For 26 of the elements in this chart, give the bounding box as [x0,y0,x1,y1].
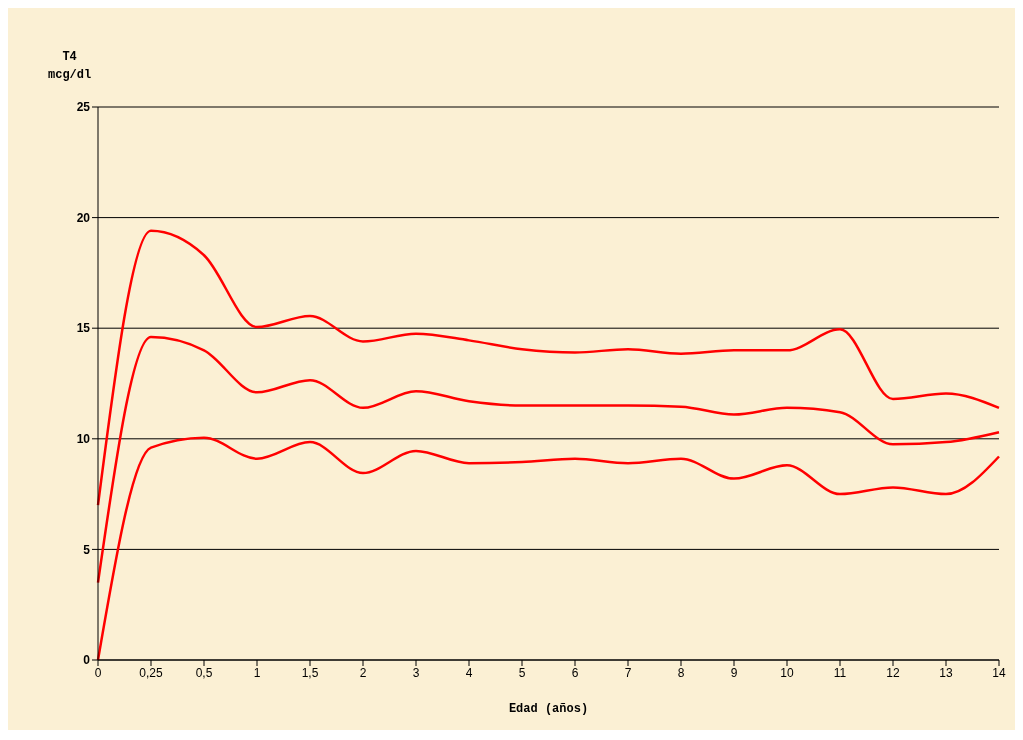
x-tick-label: 13 [939,665,953,680]
x-tick-label: 10 [780,665,794,680]
x-tick-label: 12 [886,665,900,680]
y-axis-title: T4 mcg/dl [48,49,92,84]
y-tick-label: 20 [76,210,91,225]
x-tick-label: 0,25 [139,665,163,680]
x-tick-label: 0 [94,665,102,680]
x-tick-label: 7 [624,665,632,680]
x-tick-label: 1 [253,665,261,680]
x-tick-label: 14 [992,665,1006,680]
x-tick-label: 6 [571,665,579,680]
y-tick-label: 10 [76,432,91,447]
x-tick-label: 9 [730,665,738,680]
x-tick-label: 3 [412,665,420,680]
y-tick-label: 5 [83,542,91,557]
x-tick-label: 4 [465,665,473,680]
y-tick-label: 0 [83,653,91,668]
x-tick-label: 0,5 [195,665,213,680]
y-tick-label: 15 [76,321,91,336]
x-tick-label: 11 [833,665,847,680]
x-tick-label: 5 [518,665,526,680]
x-axis-title: Edad (años) [508,702,589,716]
y-tick-label: 25 [76,100,91,115]
x-tick-label: 8 [677,665,685,680]
x-tick-label: 1,5 [301,665,319,680]
x-tick-label: 2 [359,665,367,680]
